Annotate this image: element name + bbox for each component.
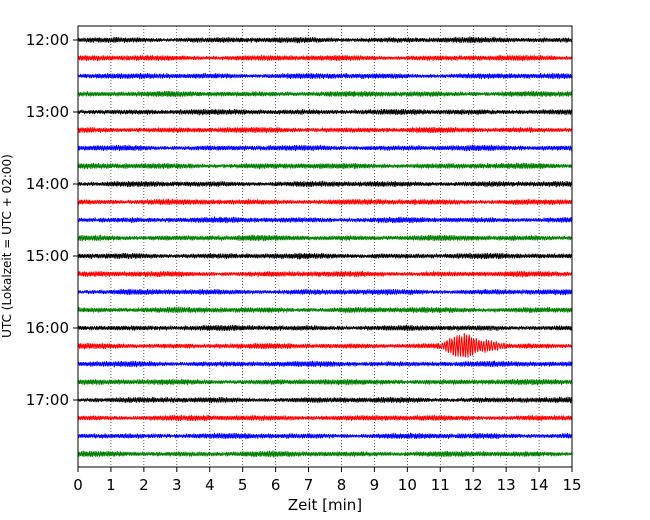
trace-1415 [77,198,573,206]
trace-1715 [77,414,573,422]
x-axis-title: Zeit [min] [288,496,362,514]
trace-1700 [77,396,573,404]
x-tick-label: 3 [172,476,182,494]
trace-1615 [77,332,573,358]
x-axis: 0 1 2 3 4 5 6 7 8 9 10 11 12 13 14 15 [73,467,582,494]
trace-1630 [77,360,573,368]
trace-1545 [77,306,573,314]
x-tick-label: 0 [73,476,83,494]
x-tick-label: 9 [370,476,380,494]
y-tick-label: 14:00 [26,175,69,193]
x-tick-label: 5 [238,476,248,494]
trace-1730 [77,432,573,440]
x-tick-label: 11 [431,476,450,494]
trace-1315 [77,126,573,134]
plot-frame [77,25,573,468]
x-tick-label: 12 [464,476,483,494]
x-tick-label: 2 [139,476,149,494]
y-tick-label: 13:00 [26,103,69,121]
x-tick-label: 7 [304,476,314,494]
trace-1245 [77,90,573,98]
trace-1530 [77,288,573,296]
y-axis-title: UTC (Lokalzeit = UTC + 02:00) [0,154,14,338]
x-tick-label: 4 [205,476,215,494]
trace-1515 [77,270,573,278]
x-tick-label: 13 [497,476,516,494]
trace-1345 [77,162,573,170]
trace-1330 [77,144,573,152]
x-tick-label: 1 [106,476,116,494]
x-tick-label: 15 [562,476,581,494]
trace-1500 [77,252,573,260]
y-tick-label: 16:00 [26,319,69,337]
y-tick-label: 17:00 [26,391,69,409]
y-tick-label: 12:00 [26,31,69,49]
trace-layer [77,36,573,458]
trace-1400 [77,180,573,188]
trace-1300 [77,108,573,116]
trace-1230 [77,72,573,80]
y-axis: 12:00 13:00 14:00 15:00 16:00 17:00 [26,31,78,409]
trace-1200 [77,36,573,44]
x-tick-label: 6 [271,476,281,494]
trace-1215 [77,54,573,62]
x-tick-label: 8 [337,476,347,494]
trace-1600 [77,324,573,332]
y-tick-label: 15:00 [26,247,69,265]
trace-1745 [77,450,573,458]
trace-1445 [77,234,573,242]
x-tick-label: 10 [398,476,417,494]
trace-1645 [77,378,573,386]
x-tick-label: 14 [530,476,549,494]
trace-1430 [77,216,573,224]
